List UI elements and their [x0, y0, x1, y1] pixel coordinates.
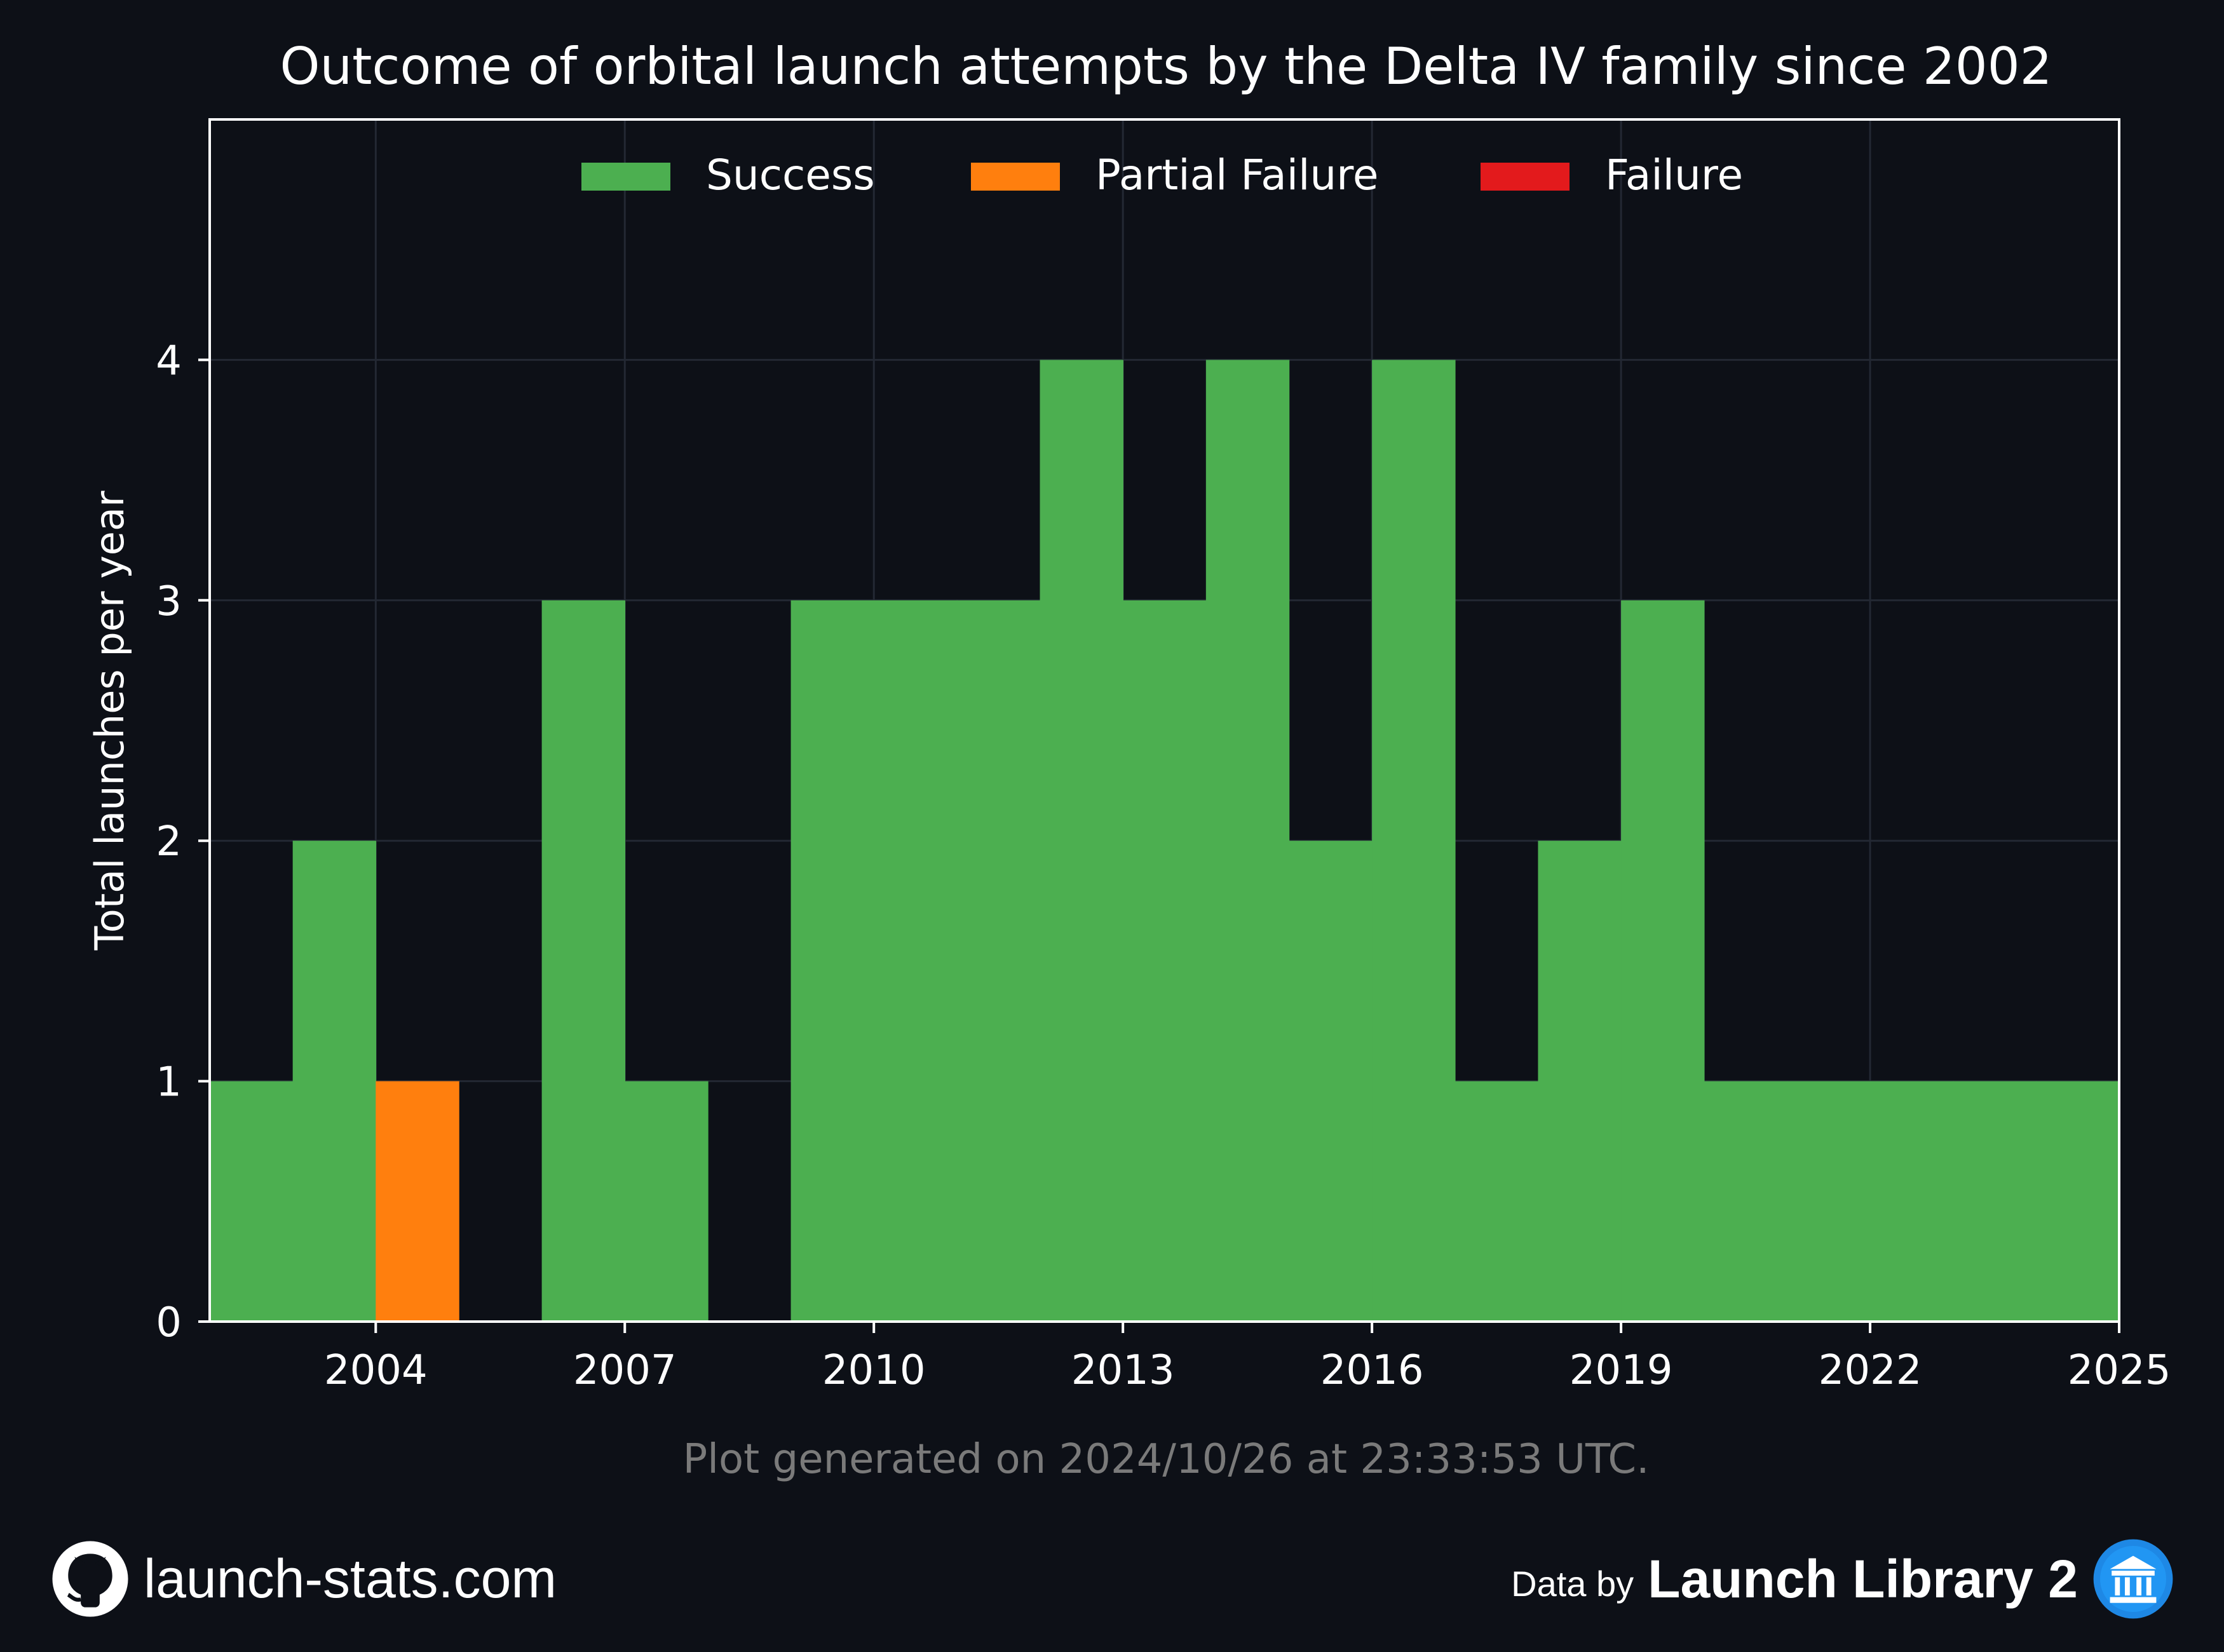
bar-success	[1372, 360, 1456, 1322]
bar-success	[1704, 1081, 1788, 1322]
y-tick-label: 2	[156, 818, 182, 865]
y-axis-label: Total launches per year	[86, 491, 133, 951]
bar-success	[790, 600, 875, 1322]
data-by-label: Data by	[1511, 1563, 1634, 1604]
x-tick-label: 2016	[1320, 1347, 1424, 1394]
y-tick-label: 0	[156, 1299, 182, 1346]
y-tick-label: 4	[156, 337, 182, 384]
bar-success	[1289, 841, 1373, 1322]
plot-frame	[208, 118, 2120, 1323]
legend-label: Failure	[1605, 151, 1743, 200]
bar-success	[2036, 1081, 2120, 1322]
bar-success	[1123, 600, 1207, 1322]
axis-ticks: 2004 2007 2010 2013 2016 2019 2022 2025 0 1 2 3 4	[156, 337, 2171, 1394]
bar-success	[292, 841, 377, 1322]
legend-swatch-failure	[1481, 163, 1570, 191]
footer-site[interactable]: launch-stats.com	[51, 1538, 557, 1620]
x-tick-label: 2007	[573, 1347, 677, 1394]
bar-success	[1621, 600, 1705, 1322]
x-tick-label: 2010	[822, 1347, 926, 1394]
bar-success	[874, 600, 958, 1322]
bar-success	[1040, 360, 1123, 1322]
x-tick-label: 2022	[1819, 1347, 1922, 1394]
bar-partial-failure	[376, 1081, 459, 1322]
bar-success	[210, 1081, 294, 1322]
bar-success	[625, 1081, 709, 1322]
bar-success	[956, 600, 1041, 1322]
source-name[interactable]: Launch Library 2	[1648, 1548, 2078, 1609]
bar-success	[541, 600, 626, 1322]
site-link[interactable]: launch-stats.com	[144, 1548, 557, 1609]
legend-swatch-partial-failure	[971, 163, 1060, 191]
legend-swatch-success	[581, 163, 670, 191]
x-tick-label: 2025	[2068, 1347, 2171, 1394]
bar-success	[1787, 1081, 1871, 1322]
chart-title: Outcome of orbital launch attempts by th…	[280, 37, 2052, 96]
x-tick-label: 2013	[1071, 1347, 1175, 1394]
github-icon	[52, 1541, 128, 1617]
legend-label: Success	[706, 151, 875, 200]
footer-attribution: Data by Launch Library 2	[1511, 1538, 2174, 1620]
bar-success	[1870, 1081, 1954, 1322]
legend: Success Partial Failure Failure	[581, 151, 1743, 200]
y-tick-label: 1	[156, 1059, 182, 1106]
bar-success	[1454, 1081, 1539, 1322]
legend-label: Partial Failure	[1095, 151, 1379, 200]
bar-success	[1953, 1081, 2037, 1322]
launch-library-icon	[2093, 1539, 2173, 1619]
x-tick-label: 2019	[1570, 1347, 1673, 1394]
bar-success	[1538, 841, 1622, 1322]
bar-success	[1205, 360, 1290, 1322]
y-tick-label: 3	[156, 578, 182, 625]
bars	[210, 360, 2120, 1322]
x-tick-label: 2004	[324, 1347, 428, 1394]
plot-caption: Plot generated on 2024/10/26 at 23:33:53…	[683, 1436, 1650, 1483]
